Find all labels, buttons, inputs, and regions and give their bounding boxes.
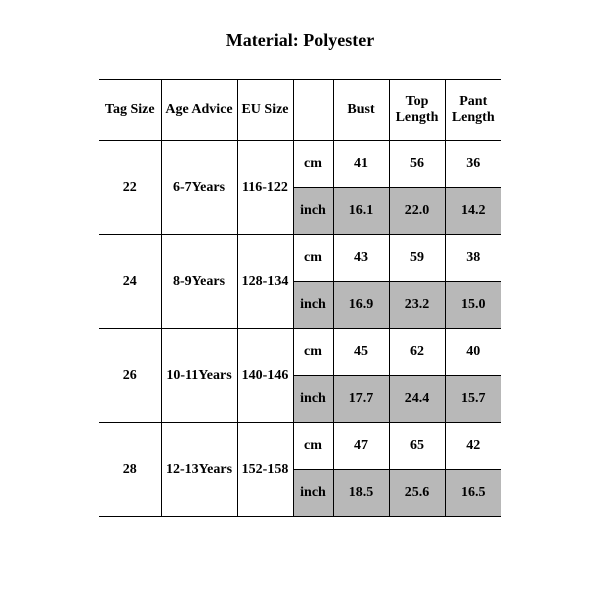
cell-pant-cm: 38 [445, 235, 501, 282]
cell-age-advice: 6-7Years [161, 141, 237, 235]
cell-eu-size: 140-146 [237, 329, 293, 423]
cell-tag-size: 28 [99, 423, 161, 517]
cell-pant-inch: 16.5 [445, 470, 501, 517]
cell-pant-cm: 42 [445, 423, 501, 470]
page-title: Material: Polyester [0, 30, 600, 51]
col-top-length: Top Length [389, 80, 445, 141]
cell-pant-inch: 15.0 [445, 282, 501, 329]
cell-unit-cm: cm [293, 235, 333, 282]
cell-bust-cm: 45 [333, 329, 389, 376]
table-row: 2610-11Years140-146cm456240 [99, 329, 501, 376]
cell-unit-inch: inch [293, 188, 333, 235]
cell-top-inch: 22.0 [389, 188, 445, 235]
cell-age-advice: 12-13Years [161, 423, 237, 517]
cell-age-advice: 10-11Years [161, 329, 237, 423]
cell-bust-inch: 18.5 [333, 470, 389, 517]
cell-bust-cm: 47 [333, 423, 389, 470]
col-pant-length: Pant Length [445, 80, 501, 141]
cell-eu-size: 152-158 [237, 423, 293, 517]
page: Material: Polyester Tag Size Age Advice … [0, 0, 600, 517]
size-chart-table: Tag Size Age Advice EU Size Bust Top Len… [99, 79, 501, 517]
col-bust: Bust [333, 80, 389, 141]
cell-bust-cm: 43 [333, 235, 389, 282]
cell-unit-inch: inch [293, 470, 333, 517]
col-unit [293, 80, 333, 141]
cell-top-cm: 65 [389, 423, 445, 470]
cell-top-inch: 23.2 [389, 282, 445, 329]
cell-top-cm: 56 [389, 141, 445, 188]
cell-bust-cm: 41 [333, 141, 389, 188]
cell-top-inch: 24.4 [389, 376, 445, 423]
table-row: 248-9Years128-134cm435938 [99, 235, 501, 282]
cell-eu-size: 128-134 [237, 235, 293, 329]
cell-tag-size: 26 [99, 329, 161, 423]
cell-bust-inch: 17.7 [333, 376, 389, 423]
cell-bust-inch: 16.9 [333, 282, 389, 329]
cell-bust-inch: 16.1 [333, 188, 389, 235]
col-eu-size: EU Size [237, 80, 293, 141]
cell-unit-cm: cm [293, 141, 333, 188]
cell-pant-cm: 40 [445, 329, 501, 376]
cell-tag-size: 24 [99, 235, 161, 329]
table-header-row: Tag Size Age Advice EU Size Bust Top Len… [99, 80, 501, 141]
table-row: 226-7Years116-122cm415636 [99, 141, 501, 188]
cell-unit-cm: cm [293, 329, 333, 376]
cell-pant-inch: 14.2 [445, 188, 501, 235]
cell-age-advice: 8-9Years [161, 235, 237, 329]
cell-top-inch: 25.6 [389, 470, 445, 517]
cell-eu-size: 116-122 [237, 141, 293, 235]
col-tag-size: Tag Size [99, 80, 161, 141]
cell-unit-cm: cm [293, 423, 333, 470]
cell-top-cm: 62 [389, 329, 445, 376]
table-row: 2812-13Years152-158cm476542 [99, 423, 501, 470]
cell-pant-inch: 15.7 [445, 376, 501, 423]
cell-top-cm: 59 [389, 235, 445, 282]
cell-unit-inch: inch [293, 282, 333, 329]
cell-unit-inch: inch [293, 376, 333, 423]
col-age-advice: Age Advice [161, 80, 237, 141]
cell-tag-size: 22 [99, 141, 161, 235]
cell-pant-cm: 36 [445, 141, 501, 188]
